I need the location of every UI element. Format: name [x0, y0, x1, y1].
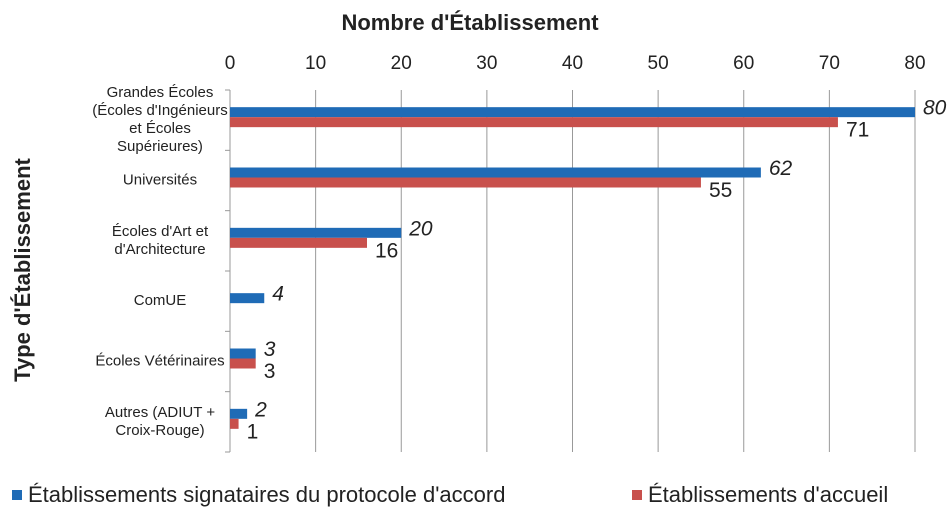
- data-label: 2: [254, 398, 267, 421]
- bar: [230, 107, 915, 118]
- y-tick-label: Écoles d'Art et d'Architecture: [112, 223, 209, 258]
- y-tick-label: Autres (ADIUT + Croix-Rouge): [105, 404, 215, 439]
- data-label: 62: [769, 157, 793, 180]
- x-tick-label: 50: [648, 53, 669, 74]
- y-tick-label-line: Écoles Vétérinaires: [95, 352, 224, 369]
- x-tick-label: 0: [225, 53, 236, 74]
- data-label: 1: [247, 420, 259, 443]
- x-tick-label: 10: [305, 53, 326, 74]
- data-label: 3: [264, 360, 276, 383]
- bar: [230, 167, 761, 178]
- x-tick-label: 70: [819, 53, 840, 74]
- y-tick-label: Universités: [123, 171, 197, 188]
- x-tick-label: 40: [562, 53, 583, 74]
- chart-title: Nombre d'Établissement: [341, 10, 599, 35]
- y-tick-label: Grandes Écoles (Écoles d'Ingénieurs et Éco…: [92, 84, 227, 155]
- y-tick-label-line: Grandes Écoles: [107, 84, 214, 101]
- data-label: 3: [264, 338, 276, 361]
- y-tick-label-line: Autres (ADIUT +: [105, 404, 215, 421]
- legend-swatch: [632, 490, 642, 500]
- legend-swatch: [12, 490, 22, 500]
- y-tick-label: Écoles Vétérinaires: [95, 352, 224, 369]
- y-tick-label-line: et Écoles: [129, 120, 191, 137]
- legend-label: Établissements signataires du protocole …: [28, 482, 505, 507]
- bar: [230, 293, 265, 304]
- bar: [230, 227, 402, 238]
- data-label: 4: [272, 283, 284, 306]
- data-label: 16: [375, 239, 398, 262]
- bar: [230, 177, 701, 188]
- y-tick-label-line: d'Architecture: [114, 241, 205, 258]
- x-tick-label: 20: [391, 53, 412, 74]
- data-label: 20: [408, 217, 433, 240]
- bar: [230, 408, 248, 419]
- bar: [230, 237, 367, 248]
- y-tick-label-line: Supérieures): [117, 138, 203, 155]
- x-tick-label: 30: [476, 53, 497, 74]
- bar: [230, 358, 256, 369]
- x-tick-label: 60: [733, 53, 754, 74]
- legend-label: Établissements d'accueil: [648, 482, 888, 507]
- y-tick-label-line: ComUE: [134, 292, 187, 309]
- y-tick-label-line: Universités: [123, 171, 197, 188]
- bar: [230, 117, 838, 128]
- y-axis-label: Type d'Établissement: [10, 157, 35, 381]
- data-label: 71: [846, 119, 869, 142]
- y-tick-label-line: (Écoles d'Ingénieurs: [92, 102, 227, 119]
- data-label: 80: [923, 97, 947, 120]
- y-tick-label: ComUE: [134, 292, 187, 309]
- y-tick-label-line: Écoles d'Art et: [112, 223, 209, 240]
- bar: [230, 348, 256, 359]
- data-label: 55: [709, 179, 732, 202]
- y-tick-label-line: Croix-Rouge): [115, 422, 204, 439]
- bar: [230, 418, 239, 429]
- x-tick-label: 80: [904, 53, 925, 74]
